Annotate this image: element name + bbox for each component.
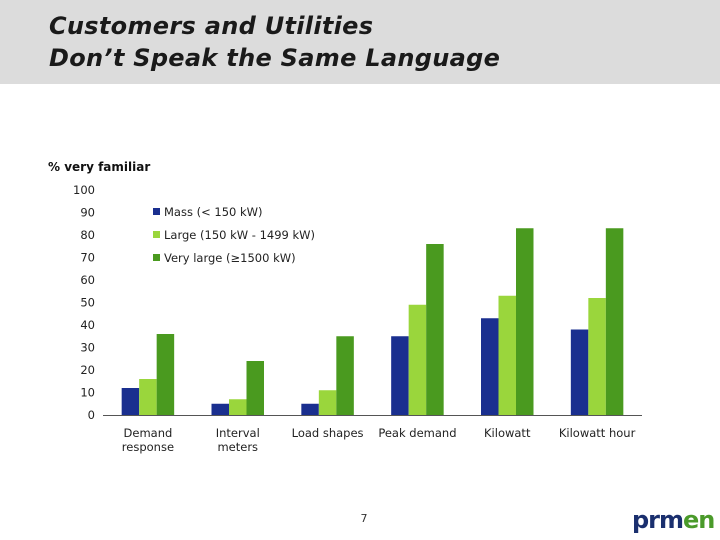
legend-swatch	[153, 208, 160, 215]
bar	[139, 379, 157, 415]
legend-label: Mass (< 150 kW)	[164, 205, 263, 219]
bar	[605, 228, 624, 415]
logo-text-part-2: en	[683, 506, 715, 534]
x-tick-label: Interval	[216, 426, 260, 440]
y-tick-label: 60	[80, 273, 95, 287]
y-tick-label: 100	[73, 183, 95, 197]
y-tick-label: 50	[80, 296, 95, 310]
x-tick-label: meters	[217, 440, 258, 454]
y-tick-label: 10	[80, 386, 95, 400]
x-tick-label: response	[122, 440, 174, 454]
bar	[229, 399, 247, 415]
legend-swatch	[153, 254, 160, 261]
bar	[498, 295, 516, 415]
slide-title-line-1: Customers and Utilities	[49, 12, 374, 40]
y-tick-label: 30	[80, 341, 95, 355]
y-tick-label: 70	[80, 251, 95, 265]
bar	[588, 298, 606, 415]
title-band	[0, 0, 720, 84]
bar	[301, 403, 319, 415]
bar	[156, 334, 175, 415]
legend-label: Large (150 kW - 1499 kW)	[164, 228, 315, 242]
bar	[121, 388, 140, 415]
x-tick-label: Kilowatt hour	[559, 426, 636, 440]
y-axis-label: % very familiar	[48, 160, 150, 174]
slide-title-line-2: Don’t Speak the Same Language	[49, 44, 501, 72]
prmen-logo: prmen	[632, 506, 715, 534]
bar	[408, 304, 427, 415]
bar	[318, 390, 337, 415]
y-tick-label: 20	[80, 363, 95, 377]
y-tick-label: 90	[80, 206, 95, 220]
x-tick-label: Kilowatt	[484, 426, 531, 440]
legend-label: Very large (≥1500 kW)	[164, 251, 296, 265]
y-tick-label: 0	[88, 408, 95, 422]
x-tick-label: Load shapes	[292, 426, 364, 440]
bar	[481, 318, 499, 415]
bar	[391, 336, 409, 415]
y-tick-label: 80	[80, 228, 95, 242]
logo-text-part-1: prm	[632, 506, 684, 534]
bar	[570, 329, 589, 415]
bar	[516, 228, 534, 415]
x-tick-label: Peak demand	[378, 426, 456, 440]
x-tick-label: Demand	[124, 426, 173, 440]
y-tick-label: 40	[80, 318, 95, 332]
bar	[426, 244, 444, 415]
bar	[246, 361, 264, 415]
bar	[336, 336, 354, 415]
page-number: 7	[360, 512, 368, 525]
legend-swatch	[153, 231, 160, 238]
bar	[211, 403, 229, 415]
